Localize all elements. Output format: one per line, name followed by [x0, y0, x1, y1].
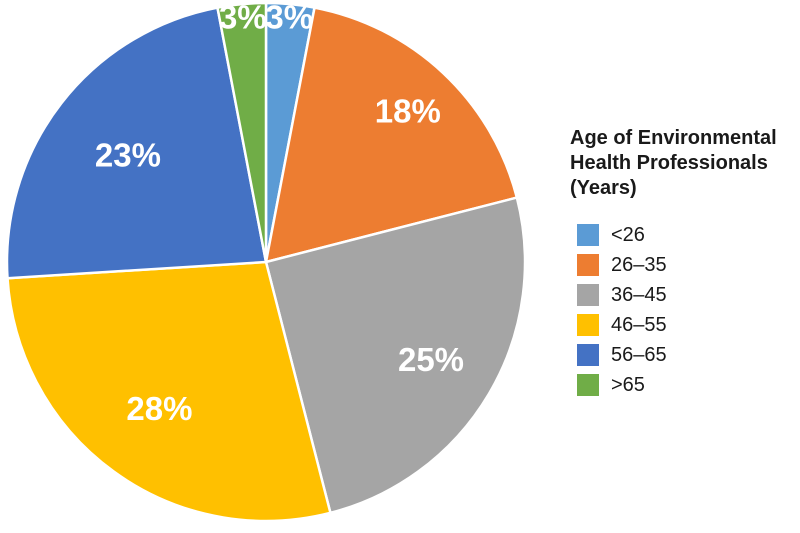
legend-swatch-26	[577, 224, 599, 246]
pie-slice-26-35	[264, 6, 519, 264]
legend-label-26: <26	[611, 224, 645, 246]
legend-swatch-36-45	[577, 284, 599, 306]
legend-label-46-55: 46–55	[611, 314, 667, 336]
pie-slice-56-65	[5, 6, 268, 280]
legend: Age of Environmental Health Professional…	[570, 126, 800, 404]
legend-label-26-35: 26–35	[611, 254, 667, 276]
legend-item-56-65: 56–65	[577, 344, 800, 366]
legend-label-65: >65	[611, 374, 645, 396]
pie-slice-label-65: 3%	[219, 0, 267, 36]
legend-swatch-26-35	[577, 254, 599, 276]
pie-slice-label-46-55: 28%	[126, 390, 192, 427]
pie-slice-46-55	[6, 260, 332, 523]
legend-label-56-65: 56–65	[611, 344, 667, 366]
legend-items: <26 26–35 36–45 46–55 56–65 >65	[570, 224, 800, 396]
pie-slice-65	[216, 1, 268, 264]
legend-swatch-56-65	[577, 344, 599, 366]
pie-slice-36-45	[264, 196, 527, 515]
legend-item-26-35: 26–35	[577, 254, 800, 276]
legend-item-65: >65	[577, 374, 800, 396]
pie-slice-label-36-45: 25%	[398, 341, 464, 378]
pie-slice-label-26: 3%	[265, 0, 313, 36]
legend-title: Age of Environmental Health Professional…	[570, 127, 777, 199]
legend-item-26: <26	[577, 224, 800, 246]
pie-slice-label-26-35: 18%	[375, 93, 441, 130]
pie-slice-label-56-65: 23%	[95, 136, 161, 173]
legend-item-46-55: 46–55	[577, 314, 800, 336]
legend-swatch-65	[577, 374, 599, 396]
legend-item-36-45: 36–45	[577, 284, 800, 306]
legend-swatch-46-55	[577, 314, 599, 336]
legend-label-36-45: 36–45	[611, 284, 667, 306]
